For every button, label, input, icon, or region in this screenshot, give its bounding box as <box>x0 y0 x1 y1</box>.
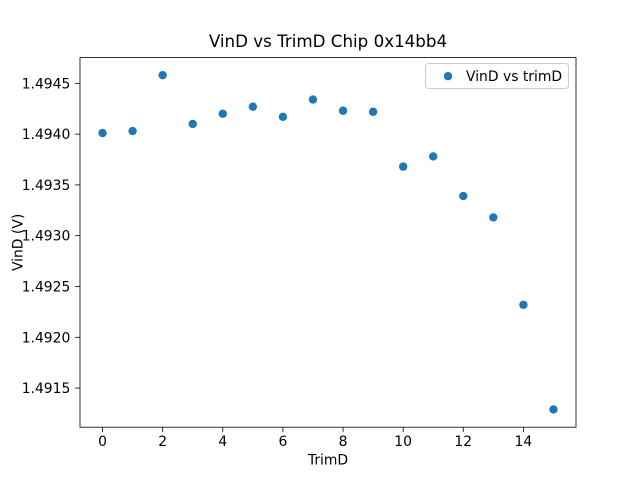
x-tick-label: 4 <box>218 434 227 450</box>
x-tick-label: 0 <box>98 434 107 450</box>
data-point <box>248 102 258 111</box>
data-point <box>368 107 378 116</box>
chart-title: VinD vs TrimD Chip 0x14bb4 <box>209 31 447 51</box>
y-tick-label: 1.4930 <box>22 229 71 245</box>
y-tick-label: 1.4940 <box>22 127 71 143</box>
data-point <box>519 300 528 309</box>
legend-box <box>425 63 569 89</box>
x-tick-label: 12 <box>454 434 472 450</box>
data-point <box>158 70 167 80</box>
data-point <box>218 109 227 118</box>
legend-label: VinD vs trimD <box>466 69 562 85</box>
x-tick-label: 6 <box>278 434 287 450</box>
x-tick-label: 10 <box>394 434 412 450</box>
data-point <box>429 152 438 161</box>
x-tick-label: 8 <box>339 434 348 450</box>
legend-marker-icon <box>443 72 453 81</box>
data-point <box>489 213 498 222</box>
y-tick-label: 1.4925 <box>22 279 71 295</box>
x-tick-label: 2 <box>158 434 167 450</box>
y-tick-label: 1.4920 <box>22 330 71 346</box>
plot-border <box>79 57 577 428</box>
data-point <box>278 112 288 122</box>
data-point <box>549 405 558 414</box>
x-tick-label: 14 <box>515 434 533 450</box>
data-point <box>459 191 468 201</box>
data-point <box>128 126 137 136</box>
y-axis-label: VinD (V) <box>11 214 27 271</box>
data-point <box>188 119 197 129</box>
data-point <box>338 106 348 115</box>
x-axis-label: TrimD <box>307 453 348 469</box>
y-tick-label: 1.4935 <box>22 178 71 194</box>
data-point <box>308 95 318 104</box>
data-point <box>98 128 107 138</box>
y-tick-label: 1.4945 <box>22 76 71 92</box>
data-point <box>398 162 408 171</box>
y-tick-label: 1.4915 <box>22 381 71 397</box>
